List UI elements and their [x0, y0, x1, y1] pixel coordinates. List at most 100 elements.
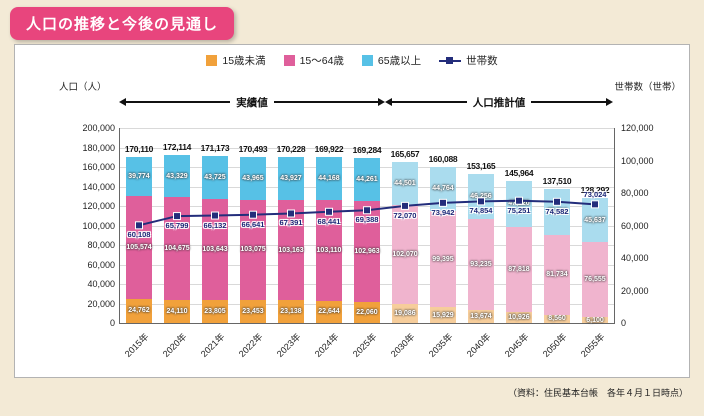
bar-segment-value: 6,100 [586, 316, 604, 324]
source-note: （資料：住民基本台帳 各年４月１日時点） [507, 388, 688, 398]
bar-segment-value: 43,927 [280, 174, 302, 182]
bar-total-label: 172,114 [162, 142, 192, 153]
right-axis-tick-label: 0 [621, 318, 627, 328]
plot-area: 24,762 105,574 39,774 170,110 2015年 24,110 104… [119, 128, 615, 359]
x-axis-label: 2050年 [540, 331, 569, 360]
under-15-swatch-icon [206, 55, 218, 66]
estimate-range-annotation: 人口推計値 [385, 95, 613, 109]
bar-segment-value: 10,926 [508, 314, 530, 322]
x-axis-label: 2021年 [198, 331, 227, 360]
bar-segment-value: 45,637 [584, 216, 606, 224]
bar-segment: 39,774 [126, 157, 152, 196]
x-axis-label: 2020年 [160, 331, 189, 360]
household-value-label: 75,251 [507, 205, 531, 215]
bar-segment: 23,138 [278, 300, 304, 323]
page-title: 人口の推移と今後の見通し [10, 7, 235, 40]
bar-total-label: 137,510 [542, 175, 572, 186]
bar-segment: 19,086 [392, 304, 418, 323]
bar-segment: 13,674 [468, 309, 494, 323]
right-axis-tick-label: 100,000 [621, 155, 654, 166]
arrow-right-icon [606, 98, 613, 106]
bar-segment: 47,220 [506, 180, 532, 227]
left-axis-tick-label: 20,000 [87, 298, 115, 309]
estimate-range-label: 人口推計値 [472, 96, 526, 109]
bar-segment-value: 103,643 [202, 245, 228, 253]
bar-segment: 103,110 [316, 200, 342, 301]
x-axis-label: 2024年 [312, 331, 341, 360]
household-value-label: 66,641 [241, 219, 265, 229]
bar-segment: 15,929 [430, 307, 456, 323]
bar-total-label: 170,228 [276, 144, 306, 155]
bar-total-label: 171,173 [200, 143, 230, 154]
bar-segment: 43,329 [164, 155, 190, 198]
bar-segment: 103,075 [240, 199, 266, 301]
left-axis-tick-label: 80,000 [87, 240, 115, 250]
bar-segment: 10,926 [506, 312, 532, 323]
bar-segment: 99,395 [430, 210, 456, 308]
legend-label-households: 世帯数 [466, 55, 498, 67]
left-axis-tick-label: 100,000 [82, 220, 115, 231]
bar-segment-value: 44,168 [318, 175, 340, 183]
arrow-line [273, 101, 378, 103]
x-axis-label: 2055年 [578, 331, 607, 360]
left-axis-tick-label: 0 [109, 318, 115, 328]
left-axis-tick-label: 120,000 [82, 201, 115, 211]
bar-segment-value: 99,395 [432, 255, 454, 263]
bar-segment-value: 103,163 [278, 246, 304, 254]
bar-segment: 93,235 [468, 218, 494, 310]
x-axis-label: 2030年 [388, 331, 417, 360]
bar-segment-value: 23,453 [242, 308, 264, 316]
x-axis-label: 2040年 [464, 331, 493, 360]
x-axis-label: 2023年 [274, 331, 303, 360]
household-value-label: 72,070 [393, 210, 417, 220]
bar-segment: 104,675 [164, 197, 190, 300]
bar-segment: 76,555 [582, 242, 608, 318]
left-axis-tick-label: 180,000 [82, 142, 115, 153]
right-axis-tick-label: 80,000 [621, 188, 649, 198]
chart-panel: 15歳未満 15～64歳 65歳以上 世帯数 人口（人） 世帯数（世帯） 実績値 [14, 44, 690, 378]
bar-segment-value: 44,261 [356, 176, 378, 184]
right-axis-tick-label: 60,000 [621, 220, 649, 231]
bar-segment: 44,764 [430, 166, 456, 211]
arrow-right-icon [378, 98, 385, 106]
bar-segment-value: 43,965 [242, 174, 264, 182]
bar-segment: 8,560 [544, 314, 570, 323]
gridline [120, 128, 614, 129]
household-value-label: 74,582 [545, 206, 569, 216]
right-axis-tick-label: 40,000 [621, 253, 649, 263]
right-axis-tick-label: 20,000 [621, 285, 649, 296]
bar-total-label: 169,284 [352, 144, 382, 155]
bar-total-label: 165,657 [390, 148, 420, 159]
household-value-label: 65,799 [165, 221, 189, 231]
bar-segment: 22,644 [316, 300, 342, 323]
household-value-label: 60,108 [127, 230, 151, 240]
bar-segment-value: 8,560 [548, 315, 566, 323]
bar-segment: 44,168 [316, 157, 342, 201]
bar-segment: 43,965 [240, 156, 266, 200]
legend: 15歳未満 15～64歳 65歳以上 世帯数 [15, 53, 689, 68]
actual-range-label: 実績値 [236, 96, 268, 109]
bar-segment-value: 103,075 [240, 246, 266, 254]
x-axis-label: 2035年 [426, 331, 455, 360]
bar-segment-value: 102,963 [354, 247, 380, 255]
bar-segment-value: 102,070 [392, 251, 418, 259]
bar-segment-value: 44,764 [432, 185, 454, 193]
arrow-left-icon [119, 98, 126, 106]
bar-segment-value: 87,818 [508, 266, 530, 274]
left-axis-unit-label: 人口（人） [59, 82, 107, 93]
over-65-swatch-icon [361, 55, 373, 66]
bar-segment-value: 24,110 [166, 307, 188, 315]
household-value-label: 66,132 [203, 220, 227, 230]
bar-segment: 44,501 [392, 161, 418, 205]
bar-total-label: 145,964 [504, 167, 534, 178]
households-line-icon [439, 55, 462, 66]
bar-segment-value: 22,644 [318, 308, 340, 316]
bar-segment-value: 76,555 [584, 276, 606, 284]
x-axis-label: 2025年 [350, 331, 379, 360]
bar-segment-value: 22,060 [356, 308, 378, 316]
bar-segment: 103,163 [278, 199, 304, 301]
bar-segment: 45,637 [582, 197, 608, 243]
legend-item-under-15: 15歳未満 [206, 53, 266, 68]
bar-segment-value: 46,256 [470, 192, 492, 200]
